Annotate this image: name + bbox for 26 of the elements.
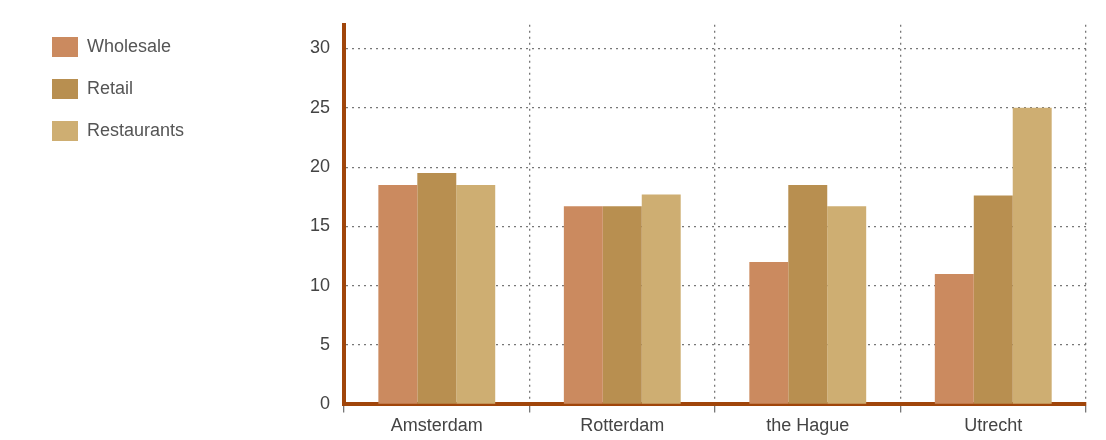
legend-label: Wholesale — [87, 35, 172, 56]
bar — [602, 206, 642, 404]
bar — [378, 184, 418, 404]
y-tick-label: 5 — [320, 334, 331, 355]
y-tick-label: 20 — [310, 156, 331, 177]
bar — [934, 273, 974, 404]
y-tick-label: 25 — [310, 96, 331, 117]
x-tick-label: Amsterdam — [390, 415, 483, 436]
bar — [788, 184, 828, 404]
bar — [1012, 107, 1052, 404]
bar — [641, 194, 681, 404]
legend-label: Restaurants — [87, 119, 185, 140]
y-tick-label: 10 — [310, 274, 331, 295]
x-tick-label: Utrecht — [964, 415, 1023, 436]
bar — [973, 195, 1013, 404]
legend-label: Retail — [87, 77, 134, 98]
bar — [417, 173, 457, 404]
x-tick-label: Rotterdam — [580, 415, 665, 436]
bar — [749, 262, 789, 404]
y-tick-label: 30 — [310, 37, 331, 58]
y-tick-label: 15 — [310, 215, 331, 236]
bar — [456, 184, 496, 404]
bar — [563, 206, 603, 404]
y-tick-label: 0 — [320, 393, 331, 414]
bar — [827, 206, 867, 404]
x-tick-label: the Hague — [766, 415, 850, 436]
